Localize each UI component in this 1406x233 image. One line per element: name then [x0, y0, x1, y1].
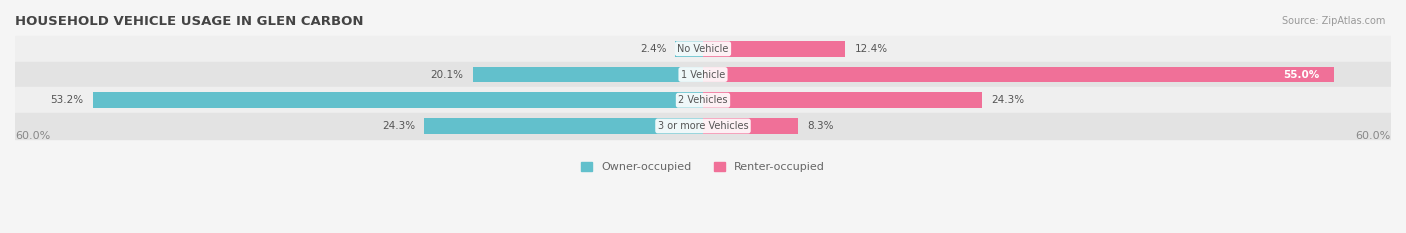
Bar	[425, 118, 703, 134]
Text: 8.3%: 8.3%	[807, 121, 834, 131]
Text: 55.0%: 55.0%	[1284, 69, 1320, 79]
Text: 3 or more Vehicles: 3 or more Vehicles	[658, 121, 748, 131]
Legend: Owner-occupied, Renter-occupied: Owner-occupied, Renter-occupied	[576, 158, 830, 177]
Bar	[675, 41, 703, 57]
Text: 60.0%: 60.0%	[1355, 131, 1391, 141]
Text: 24.3%: 24.3%	[382, 121, 415, 131]
Text: 2.4%: 2.4%	[640, 44, 666, 54]
Bar	[15, 36, 1391, 62]
Text: 12.4%: 12.4%	[855, 44, 887, 54]
Text: 24.3%: 24.3%	[991, 95, 1024, 105]
Bar	[15, 62, 1391, 87]
Bar	[15, 113, 1391, 139]
Bar	[93, 92, 703, 108]
Bar	[703, 92, 981, 108]
Bar	[472, 67, 703, 82]
Bar	[703, 41, 845, 57]
Text: 60.0%: 60.0%	[15, 131, 51, 141]
Text: 1 Vehicle: 1 Vehicle	[681, 69, 725, 79]
Bar	[703, 118, 799, 134]
Bar	[703, 67, 1334, 82]
Text: 53.2%: 53.2%	[51, 95, 84, 105]
Text: 2 Vehicles: 2 Vehicles	[678, 95, 728, 105]
Text: HOUSEHOLD VEHICLE USAGE IN GLEN CARBON: HOUSEHOLD VEHICLE USAGE IN GLEN CARBON	[15, 15, 364, 28]
Bar	[15, 87, 1391, 113]
Text: Source: ZipAtlas.com: Source: ZipAtlas.com	[1281, 16, 1385, 26]
Text: No Vehicle: No Vehicle	[678, 44, 728, 54]
Text: 20.1%: 20.1%	[430, 69, 464, 79]
